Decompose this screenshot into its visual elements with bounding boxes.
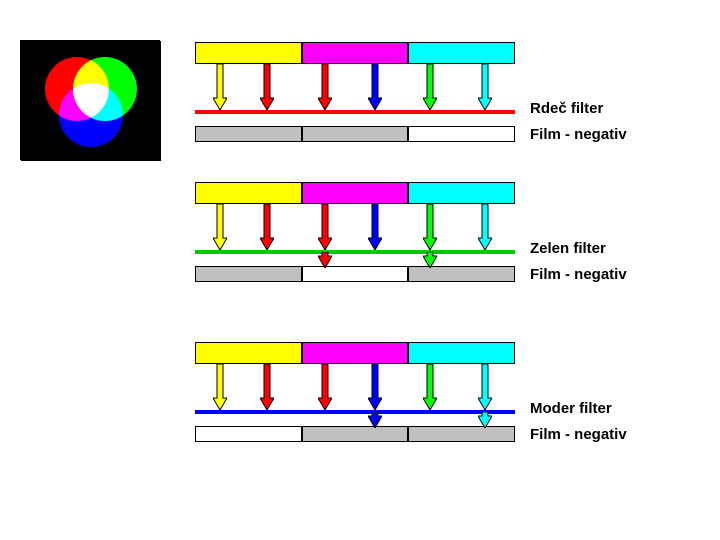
color-bar xyxy=(195,342,302,364)
filter-label: Moder filter xyxy=(530,400,612,417)
light-arrow xyxy=(478,204,492,255)
light-arrow xyxy=(318,204,332,255)
light-arrow xyxy=(423,204,437,255)
color-bar xyxy=(302,182,409,204)
light-arrow xyxy=(368,64,382,115)
color-bar xyxy=(195,182,302,204)
light-arrow xyxy=(423,364,437,415)
light-arrow xyxy=(478,64,492,115)
arrows-above-filter xyxy=(195,204,515,250)
film-label: Film - negativ xyxy=(530,426,627,443)
light-arrow xyxy=(260,204,274,255)
color-bar xyxy=(408,42,515,64)
arrows-below-filter xyxy=(195,414,515,426)
light-arrow xyxy=(368,204,382,255)
film-label: Film - negativ xyxy=(530,266,627,283)
film-cell xyxy=(195,126,302,142)
color-bar xyxy=(408,182,515,204)
source-color-bars xyxy=(195,42,515,64)
film-cell xyxy=(302,126,409,142)
rgb-venn-box xyxy=(20,40,160,160)
arrows-above-filter xyxy=(195,64,515,110)
light-arrow xyxy=(318,364,332,415)
film-negative-bars xyxy=(195,426,515,442)
film-cell xyxy=(195,426,302,442)
filter-section-2: Moder filter Film - negativ xyxy=(195,342,705,442)
film-cell xyxy=(195,266,302,282)
filter-label: Rdeč filter xyxy=(530,100,603,117)
film-cell xyxy=(408,126,515,142)
filter-label: Zelen filter xyxy=(530,240,606,257)
passed-light-arrow xyxy=(318,252,332,273)
arrows-above-filter xyxy=(195,364,515,410)
light-arrow xyxy=(213,64,227,115)
film-cell xyxy=(302,426,409,442)
source-color-bars xyxy=(195,342,515,364)
color-bar xyxy=(195,42,302,64)
rgb-venn-svg xyxy=(21,41,161,161)
passed-light-arrow xyxy=(368,412,382,433)
passed-light-arrow xyxy=(423,252,437,273)
film-cell xyxy=(408,426,515,442)
light-arrow xyxy=(423,64,437,115)
film-negative-bars xyxy=(195,126,515,142)
color-bar xyxy=(408,342,515,364)
light-arrow xyxy=(260,64,274,115)
film-negative-bars xyxy=(195,266,515,282)
filter-section-1: Zelen filter Film - negativ xyxy=(195,182,705,282)
light-arrow xyxy=(318,64,332,115)
light-arrow xyxy=(213,364,227,415)
arrows-below-filter xyxy=(195,254,515,266)
source-color-bars xyxy=(195,182,515,204)
color-bar xyxy=(302,42,409,64)
color-bar xyxy=(302,342,409,364)
light-arrow xyxy=(478,364,492,415)
film-label: Film - negativ xyxy=(530,126,627,143)
light-arrow xyxy=(260,364,274,415)
passed-light-arrow xyxy=(478,412,492,433)
filter-section-0: Rdeč filter Film - negativ xyxy=(195,42,705,142)
arrows-below-filter xyxy=(195,114,515,126)
light-arrow xyxy=(213,204,227,255)
light-arrow xyxy=(368,364,382,415)
